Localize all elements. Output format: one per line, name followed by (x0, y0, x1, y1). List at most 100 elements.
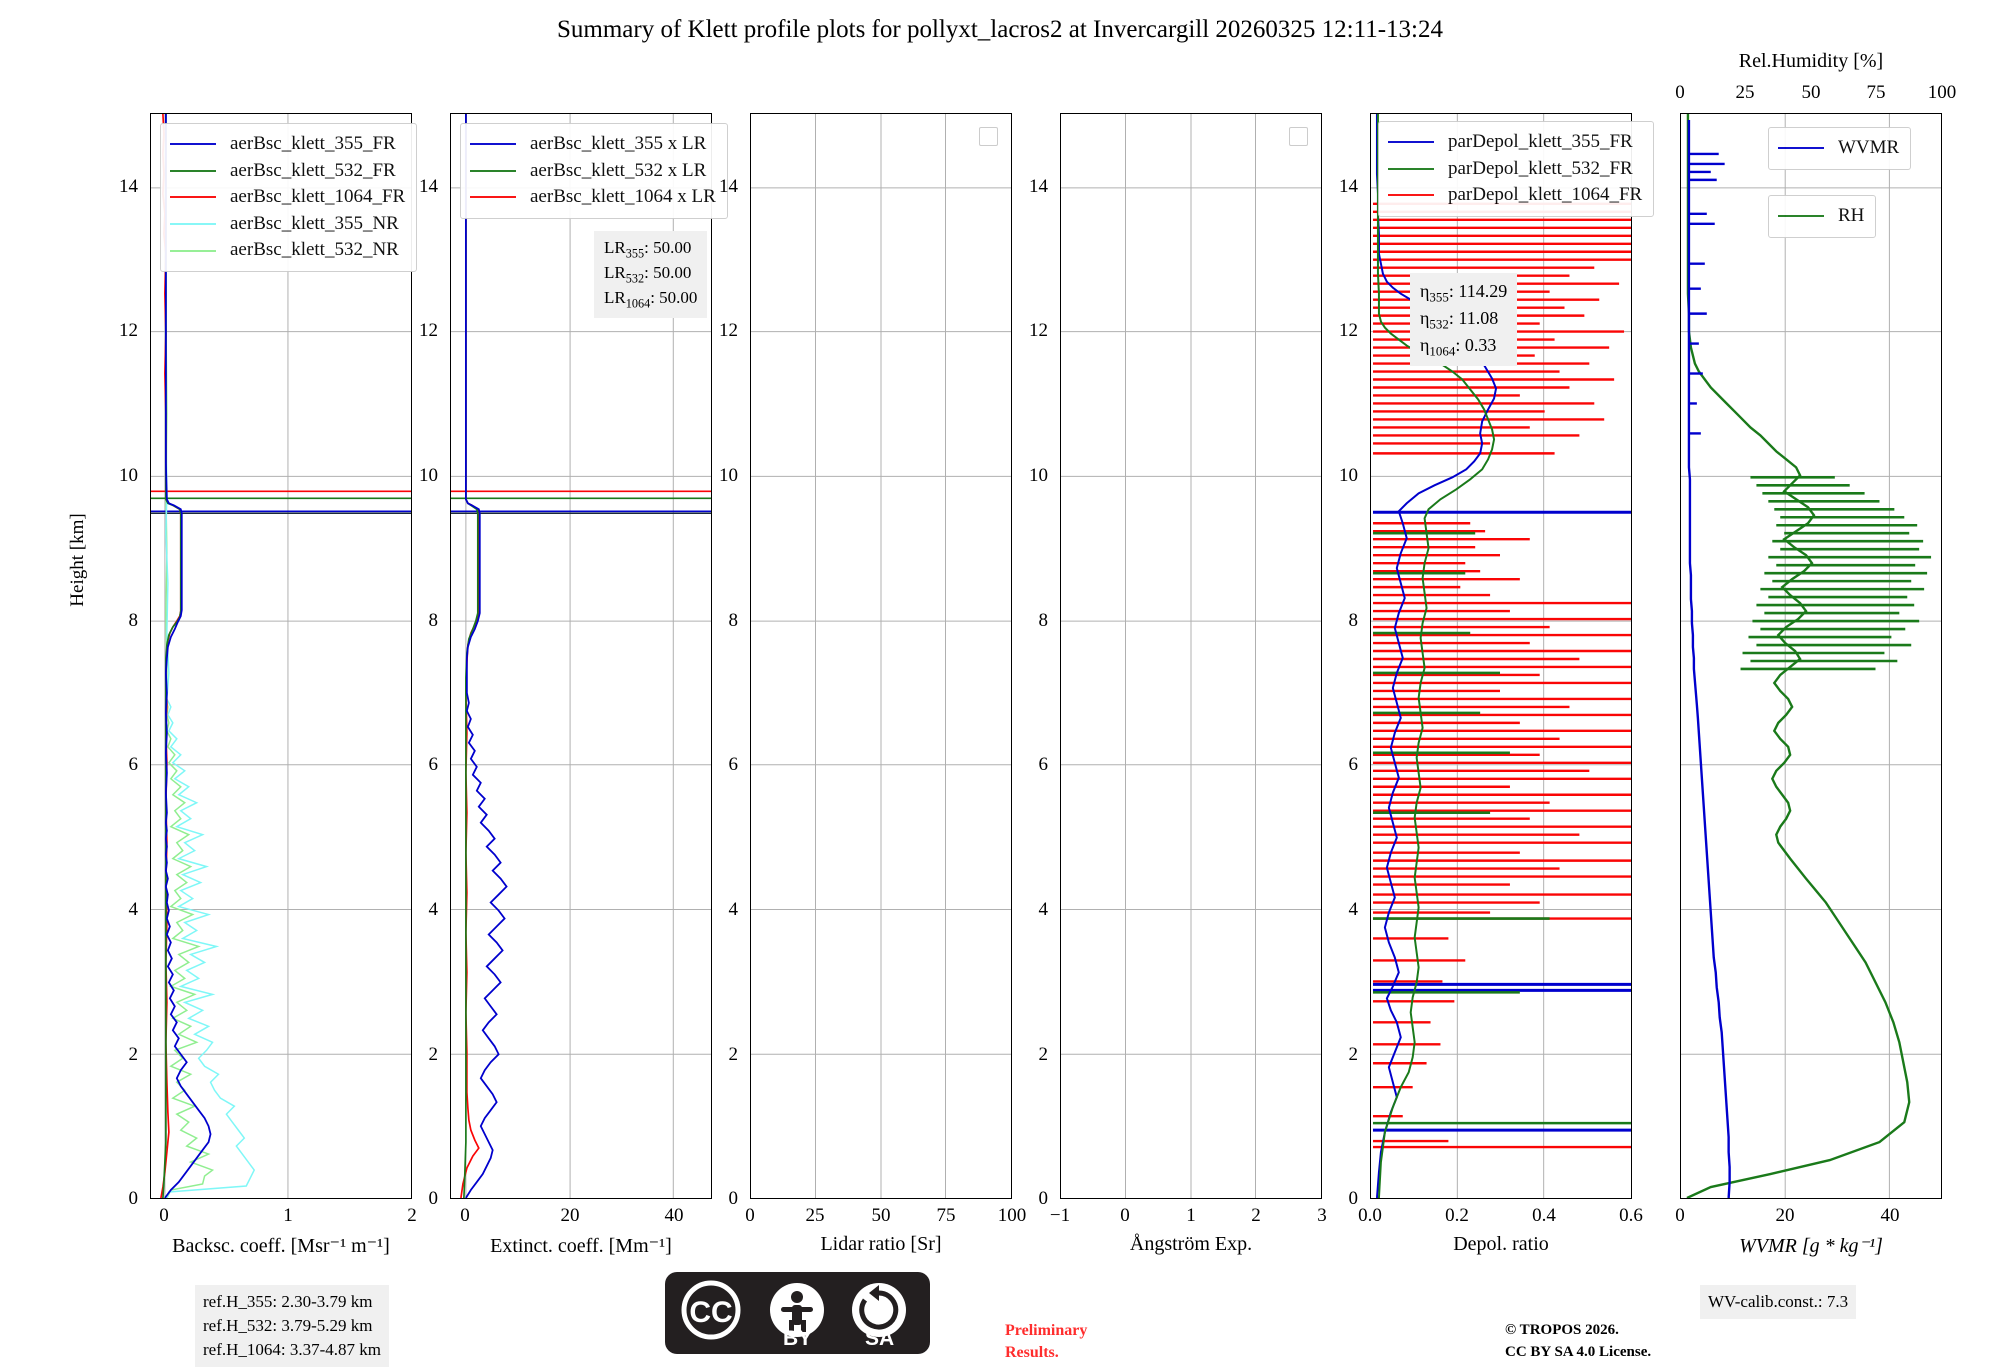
tropos-copyright-note: © TROPOS 2026. CC BY SA 4.0 License. (1505, 1322, 1652, 1360)
x-axis-label-wvmr: WVMR [g * kg⁻¹] (1739, 1235, 1883, 1257)
legend-item: aerBsc_klett_355_FR (170, 131, 405, 158)
plot-wvmr-rh (1681, 114, 1941, 1198)
y-tick: 12 (719, 320, 738, 341)
legend-item: aerBsc_klett_355_NR (170, 211, 405, 238)
legend-swatch-355nr (170, 223, 216, 226)
y-tick: 4 (1038, 899, 1049, 920)
y-tick: 8 (1038, 610, 1049, 631)
x-tick: 0.2 (1445, 1205, 1469, 1226)
legend-backscatter: aerBsc_klett_355_FR aerBsc_klett_532_FR … (160, 123, 418, 272)
wv-calib-note: WV-calib.const.: 7.3 (1700, 1285, 1857, 1320)
y-tick: 10 (119, 465, 138, 486)
legend-item: parDepol_klett_1064_FR (1388, 182, 1642, 209)
plot-angstrom (1061, 114, 1321, 1198)
x-axis-label-lidar-ratio: Lidar ratio [Sr] (820, 1233, 942, 1255)
lidar-ratio-annotation: LR355: 50.00 LR532: 50.00 LR1064: 50.00 (594, 231, 708, 318)
axes-angstrom (1060, 113, 1322, 1199)
y-tick: 6 (428, 754, 439, 775)
x-tick: 3 (1317, 1205, 1327, 1226)
y-tick: 4 (428, 899, 439, 920)
x-tick-top: 0 (1675, 82, 1685, 103)
panel-backscatter: 0 2 4 6 8 10 12 14 aerBsc_klett_355_FR a… (119, 113, 418, 1209)
legend-wvmr: WVMR (1768, 127, 1912, 170)
legend-depolarization: parDepol_klett_355_FR parDepol_klett_532… (1378, 121, 1655, 217)
legend-label: parDepol_klett_355_FR (1448, 131, 1633, 152)
x-tick: 2 (1251, 1205, 1261, 1226)
ref-height-note: ref.H_355: 2.30-3.79 km ref.H_532: 3.79-… (195, 1285, 390, 1367)
y-tick: 4 (1348, 899, 1359, 920)
legend-label: aerBsc_klett_1064_FR (230, 186, 406, 208)
eta-annotation: η355: 114.29 η532: 11.08 η1064: 0.33 (1410, 273, 1518, 367)
y-tick: 2 (128, 1044, 139, 1065)
legend-swatch-wvmr (1778, 147, 1824, 150)
svg-text:CC: CC (689, 1296, 732, 1329)
y-tick: 6 (1038, 754, 1049, 775)
x-tick-top: 75 (1866, 82, 1886, 103)
x-tick: 2 (407, 1205, 417, 1226)
y-tick: 10 (1029, 465, 1048, 486)
y-tick: 14 (1339, 176, 1358, 197)
y-ticks-angstrom: 0 2 4 6 8 10 12 14 (984, 113, 1060, 1209)
legend-swatch-355fr (170, 143, 216, 146)
plot-depolarization (1371, 114, 1631, 1198)
legend-item: aerBsc_klett_532_NR (170, 237, 405, 264)
lr-532-value: LR532: 50.00 (604, 262, 692, 286)
panel-lidar-ratio: 0 2 4 6 8 10 12 14 (719, 113, 1012, 1209)
y-tick: 8 (428, 610, 439, 631)
x-axis-label-angstrom: Ångström Exp. (1129, 1233, 1253, 1255)
legend-swatch-depol1064 (1388, 194, 1434, 197)
legend-label: aerBsc_klett_355_NR (230, 212, 399, 234)
y-tick: 4 (128, 899, 139, 920)
x-tick: 40 (1880, 1205, 1900, 1226)
x-tick: 40 (664, 1205, 684, 1226)
x-tick: 50 (871, 1205, 891, 1226)
y-tick: 12 (419, 320, 438, 341)
y-tick: 8 (128, 610, 139, 631)
legend-swatch-1064lr (470, 196, 516, 199)
cc-icons: CC (681, 1280, 906, 1340)
x-axis-label-rh: Rel.Humidity [%] (1738, 50, 1884, 72)
y-tick: 12 (1339, 320, 1358, 341)
legend-item: RH (1778, 203, 1864, 230)
legend-label: aerBsc_klett_532_FR (230, 159, 396, 181)
y-tick: 6 (728, 754, 739, 775)
legend-item: parDepol_klett_355_FR (1388, 129, 1642, 156)
page-title: Summary of Klett profile plots for polly… (557, 16, 1443, 43)
y-tick: 14 (119, 176, 138, 197)
legend-swatch-depol355 (1388, 141, 1434, 144)
x-tick: 0.4 (1532, 1205, 1556, 1226)
x-tick: 20 (560, 1205, 580, 1226)
eta-1064-value: η1064: 0.33 (1420, 335, 1497, 359)
panel-extinction: 0 2 4 6 8 10 12 14 aerBsc_klett_355 x LR… (419, 113, 728, 1209)
legend-label: aerBsc_klett_532 x LR (530, 159, 707, 181)
y-tick: 6 (1348, 754, 1359, 775)
x-tick: 25 (805, 1205, 825, 1226)
y-ticks-extinction: 0 2 4 6 8 10 12 14 (374, 113, 450, 1209)
y-tick: 0 (128, 1188, 139, 1209)
cc-by-label: BY (783, 1327, 813, 1350)
legend-swatch-532fr (170, 169, 216, 172)
y-ticks-lidar-ratio: 0 2 4 6 8 10 12 14 (674, 113, 750, 1209)
y-tick: 10 (1339, 465, 1358, 486)
cc-license-badge: CC BY SA (665, 1272, 930, 1354)
x-tick: 75 (936, 1205, 956, 1226)
legend-rh: RH (1768, 195, 1877, 238)
lr-355-value: LR355: 50.00 (604, 238, 692, 261)
x-axis-label-depolarization: Depol. ratio (1453, 1233, 1549, 1255)
legend-placeholder-angstrom (1289, 127, 1308, 146)
legend-label: aerBsc_klett_1064 x LR (530, 186, 716, 208)
x-tick: 0 (1675, 1205, 1685, 1226)
y-tick: 0 (1348, 1188, 1359, 1209)
eta-355-value: η355: 114.29 (1420, 281, 1508, 305)
legend-item: aerBsc_klett_532 x LR (470, 158, 716, 185)
x-tick: 100 (997, 1205, 1027, 1226)
y-ticks-backscatter: 0 2 4 6 8 10 12 14 (74, 113, 150, 1209)
y-tick: 4 (728, 899, 739, 920)
lr-1064-value: LR1064: 50.00 (604, 287, 698, 311)
cc-sa-label: SA (865, 1327, 895, 1350)
legend-item: aerBsc_klett_532_FR (170, 158, 405, 185)
panel-wvmr-rh: WVMR RH (1680, 113, 1942, 1199)
y-tick: 2 (428, 1044, 439, 1065)
x-tick: 0 (460, 1205, 470, 1226)
axes-wvmr-rh (1680, 113, 1942, 1199)
